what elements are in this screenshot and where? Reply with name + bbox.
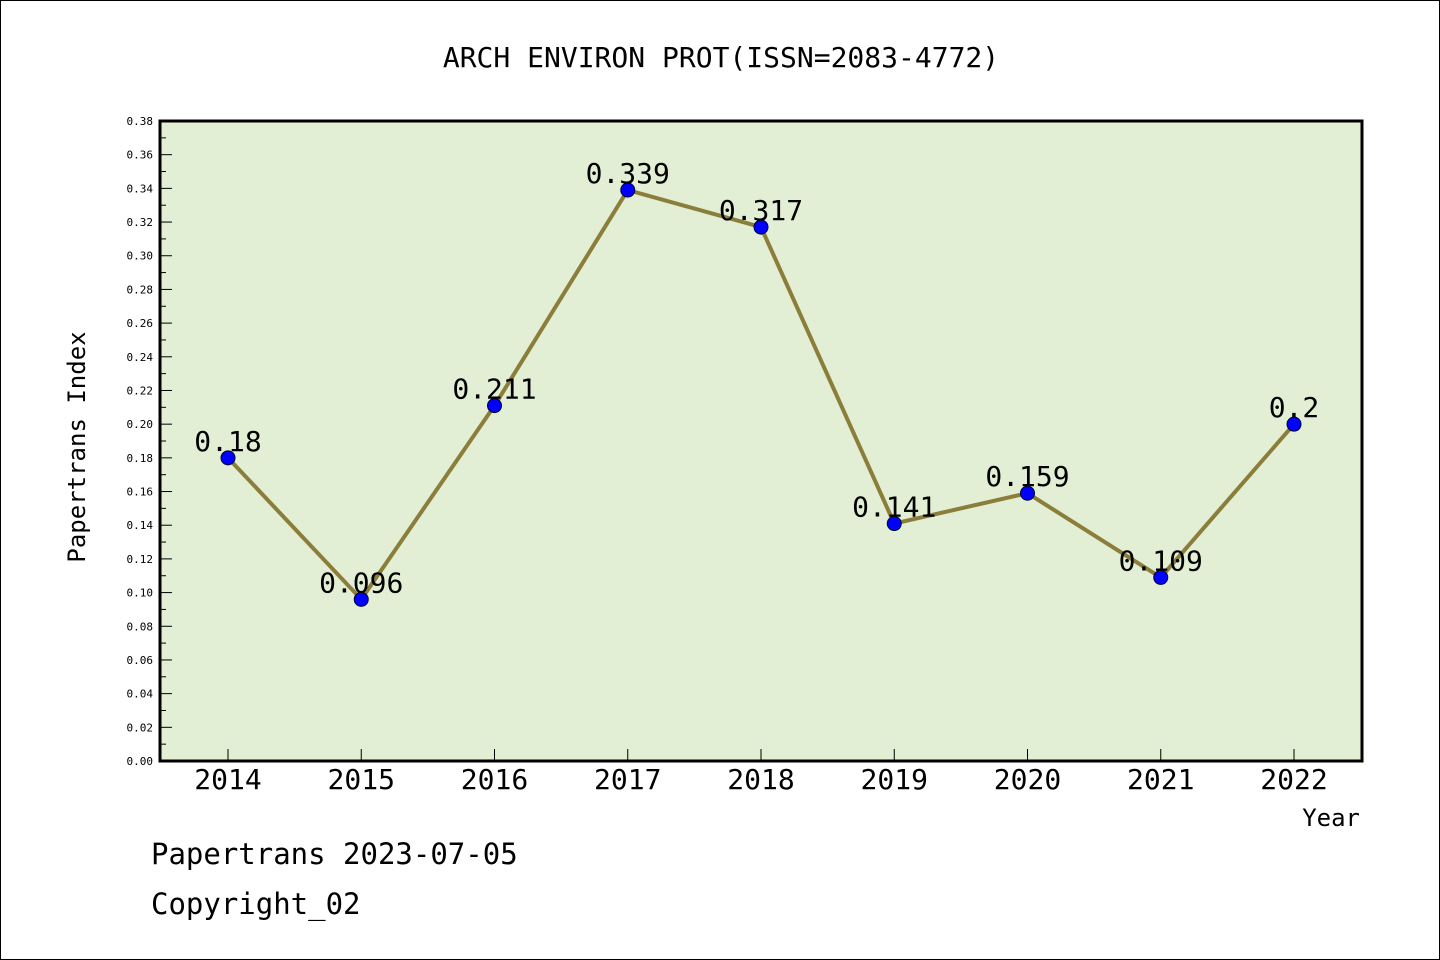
- y-tick-label: 0.10: [127, 587, 154, 600]
- y-tick-label: 0.20: [127, 418, 154, 431]
- y-axis: 0.00 0.02 0.04 0.06 0.08 0.10 0.12 0.14 0.16 0.18…: [127, 115, 172, 768]
- x-tick-label: 2019: [861, 763, 928, 796]
- y-tick-label: 0.26: [127, 317, 154, 330]
- x-tick-label: 2021: [1127, 763, 1194, 796]
- data-label: 0.317: [719, 194, 803, 227]
- y-tick-label: 0.16: [127, 486, 154, 499]
- y-tick-label: 0.38: [127, 115, 154, 128]
- data-label: 0.2: [1269, 391, 1320, 424]
- x-axis-title: Year: [1302, 804, 1360, 832]
- data-labels-group: 0.18 0.096 0.211 0.339 0.317 0.141 0.159 0.109 0…: [194, 157, 1319, 599]
- data-label: 0.18: [194, 425, 261, 458]
- x-tick-label: 2015: [328, 763, 395, 796]
- x-tick-label: 2016: [461, 763, 528, 796]
- data-point: [886, 516, 902, 532]
- y-tick-label: 0.22: [127, 384, 154, 397]
- data-label: 0.109: [1119, 544, 1203, 577]
- data-label: 0.211: [452, 373, 536, 406]
- plot-frame: [158, 119, 1364, 763]
- y-tick-label: 0.36: [127, 149, 154, 162]
- y-axis-title: Papertrans Index: [63, 331, 91, 562]
- x-tick-label: 2020: [994, 763, 1061, 796]
- data-label: 0.159: [985, 460, 1069, 493]
- data-label: 0.339: [586, 157, 670, 190]
- y-tick-label: 0.24: [127, 351, 154, 364]
- data-point: [1020, 485, 1035, 501]
- y-tick-label: 0.28: [127, 283, 154, 296]
- y-tick-label: 0.12: [127, 553, 154, 566]
- x-tick-label: 2018: [727, 763, 794, 796]
- data-point: [1153, 569, 1169, 585]
- data-label: 0.096: [319, 566, 403, 599]
- y-tick-label: 0.34: [127, 182, 154, 195]
- footer-copyright: Copyright_02: [151, 887, 361, 921]
- data-point: [753, 219, 769, 235]
- x-tick-label: 2017: [594, 763, 661, 796]
- data-point: [1286, 416, 1302, 432]
- y-tick-label: 0.02: [127, 721, 154, 734]
- x-axis: 2014 2015 2016 2017 2018 2019 2020 2021 2022: [194, 749, 1328, 796]
- y-tick-label: 0.18: [127, 452, 154, 465]
- y-tick-label: 0.08: [127, 620, 154, 633]
- y-tick-label: 0.04: [127, 688, 154, 701]
- data-point: [353, 591, 369, 607]
- chart-title: ARCH ENVIRON PROT(ISSN=2083-4772): [443, 41, 999, 74]
- data-label: 0.141: [852, 491, 936, 524]
- x-tick-label: 2022: [1260, 763, 1327, 796]
- y-tick-label: 0.32: [127, 216, 154, 229]
- x-tick-label: 2014: [194, 763, 261, 796]
- y-tick-label: 0.14: [127, 519, 154, 532]
- y-tick-label: 0.06: [127, 654, 154, 667]
- y-tick-label: 0.30: [127, 250, 154, 263]
- series-group: [220, 182, 1302, 607]
- data-point: [620, 182, 636, 198]
- footer-date: Papertrans 2023-07-05: [151, 837, 518, 871]
- data-point: [487, 398, 502, 414]
- y-tick-label: 0.00: [127, 755, 154, 768]
- data-point: [220, 450, 236, 466]
